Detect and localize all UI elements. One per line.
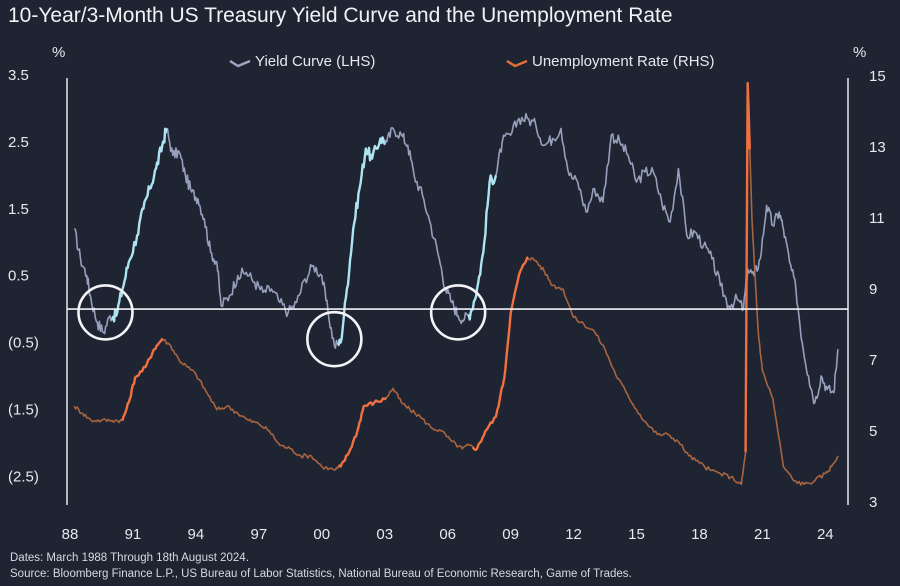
left-tick-label: (1.5): [8, 401, 39, 418]
legend-unemployment-swatch: [506, 59, 528, 68]
x-tick-label: 97: [250, 526, 267, 543]
left-tick-label: (2.5): [8, 468, 39, 485]
x-tick-label: 15: [628, 526, 645, 543]
inversion-circle: [306, 310, 363, 368]
inversion-circle: [429, 284, 487, 341]
left-axis-ticks: 3.5 2.5 1.5 0.5 (0.5) (1.5) (2.5): [8, 67, 39, 485]
x-tick-label: 21: [754, 526, 771, 543]
x-tick-label: 06: [439, 526, 456, 543]
left-axis-unit: %: [52, 44, 65, 61]
x-tick-label: 00: [313, 526, 330, 543]
legend-unemployment-label: Unemployment Rate (RHS): [532, 53, 715, 70]
footnote-dates: Dates: March 1988 Through 18th August 20…: [10, 552, 249, 564]
unemployment-highlight: [337, 396, 387, 468]
right-axis-unit: %: [853, 44, 866, 61]
right-tick-label: 11: [869, 210, 885, 227]
x-tick-label: 09: [502, 526, 519, 543]
x-tick-label: 03: [376, 526, 393, 543]
inversion-circles: [77, 284, 487, 368]
right-tick-label: 5: [869, 423, 877, 440]
left-tick-label: (0.5): [8, 335, 39, 352]
left-tick-label: 3.5: [8, 67, 29, 84]
yield-curve-highlight: [110, 127, 168, 323]
right-tick-label: 15: [869, 68, 886, 85]
legend-yield-label: Yield Curve (LHS): [255, 53, 375, 70]
x-tick-label: 94: [188, 526, 205, 543]
x-tick-label: 91: [125, 526, 142, 543]
right-tick-label: 3: [869, 494, 877, 511]
yield-curve-highlight: [337, 136, 386, 346]
right-tick-label: 9: [869, 281, 877, 298]
left-tick-label: 2.5: [8, 134, 29, 151]
unemployment-highlight: [744, 81, 751, 453]
left-tick-label: 0.5: [8, 268, 29, 285]
legend: Yield Curve (LHS) Unemployment Rate (RHS…: [229, 53, 715, 70]
x-tick-label: 12: [565, 526, 582, 543]
yield-curve-highlight: [467, 174, 498, 321]
right-tick-label: 13: [869, 139, 886, 156]
x-tick-label: 18: [691, 526, 708, 543]
right-axis-ticks: 15 13 11 9 7 5 3: [869, 68, 886, 511]
unemployment-line: [73, 82, 839, 486]
footnote-source: Source: Bloomberg Finance L.P., US Burea…: [10, 568, 632, 580]
inversion-circle: [77, 284, 134, 341]
x-axis-ticks: 88 91 94 97 00 03 06 09 12 15 18 21 24: [62, 526, 834, 543]
x-tick-label: 88: [62, 526, 79, 543]
x-tick-label: 24: [817, 526, 834, 543]
yield-curve-line: [73, 112, 839, 405]
series-layer: [73, 81, 839, 486]
right-tick-label: 7: [869, 352, 877, 369]
left-tick-label: 1.5: [8, 201, 29, 218]
unemployment-highlight: [471, 256, 529, 452]
unemployment-highlight: [121, 338, 164, 421]
chart-title: 10-Year/3-Month US Treasury Yield Curve …: [8, 4, 673, 27]
legend-yield-swatch: [229, 59, 251, 68]
